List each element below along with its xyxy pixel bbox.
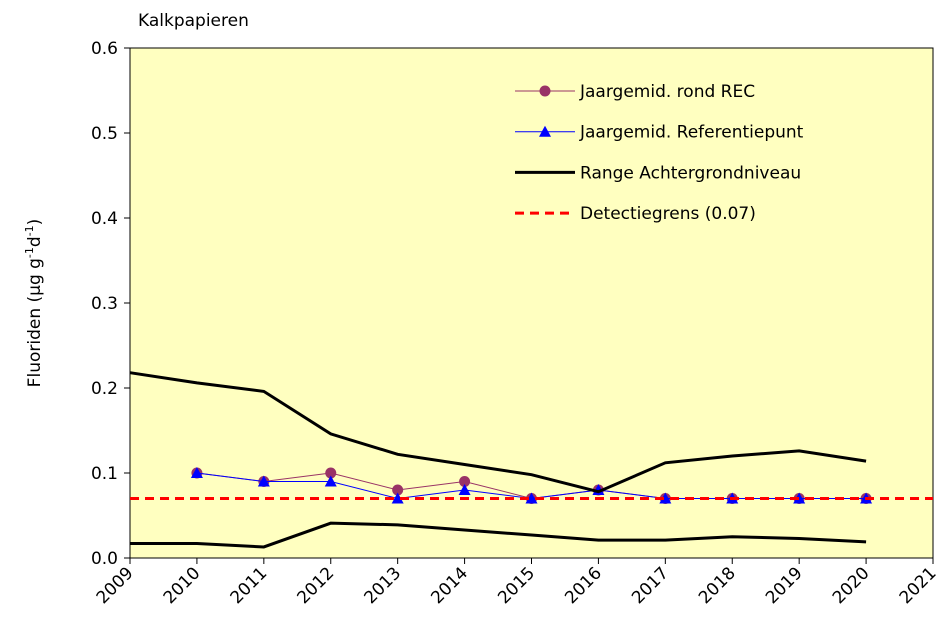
y-axis-label-part: -1: [23, 225, 36, 236]
x-tick-label: 2020: [829, 563, 874, 608]
marker: [324, 475, 337, 487]
marker: [525, 492, 538, 504]
x-tick-label: 2017: [628, 563, 673, 608]
y-axis-label-part: -1: [23, 247, 36, 258]
y-tick-label: 0.5: [91, 124, 118, 144]
x-tick-label: 2021: [896, 563, 937, 608]
y-tick-label: 0.3: [91, 294, 118, 314]
series-line: [129, 371, 867, 494]
legend-label: Jaargemid. Referentiepunt: [579, 123, 804, 143]
marker: [392, 484, 404, 496]
x-tick-label: 2015: [494, 563, 539, 608]
x-tick-label: 2010: [160, 563, 205, 608]
x-tick-label: 2018: [695, 563, 740, 608]
y-tick-label: 0.2: [91, 379, 118, 399]
x-tick-label: 2009: [93, 563, 138, 608]
y-tick-label: 0.1: [91, 464, 118, 484]
x-tick-label: 2014: [427, 563, 472, 608]
marker: [459, 476, 471, 487]
x-tick-label: 2012: [294, 563, 339, 608]
legend-label: Range Achtergrondniveau: [580, 163, 801, 183]
y-tick-label: 0.6: [91, 39, 118, 59]
y-axis-label-part: Fluoriden (µg g: [25, 258, 45, 387]
x-tick-label: 2013: [360, 563, 405, 608]
marker: [391, 492, 404, 504]
x-tick-label: 2019: [762, 563, 807, 608]
chart-title: Kalkpapieren: [138, 11, 249, 31]
marker: [325, 467, 337, 479]
series-line: [130, 521, 867, 549]
plot-area: [129, 47, 934, 559]
marker: [539, 85, 551, 97]
legend-label: Jaargemid. rond REC: [579, 82, 755, 102]
marker: [539, 125, 551, 137]
marker: [793, 492, 806, 504]
y-axis-label-part: d: [25, 236, 45, 247]
legend-label: Detectiegrens (0.07): [580, 204, 756, 224]
x-tick-label: 2011: [227, 563, 272, 608]
y-axis-label: Fluoriden (µg g-1d-1): [23, 219, 45, 388]
x-tick-label: 2016: [561, 563, 606, 608]
y-tick-label: 0.0: [91, 549, 118, 569]
marker: [458, 484, 471, 495]
marker: [659, 492, 672, 504]
marker: [190, 467, 203, 478]
y-tick-label: 0.4: [91, 209, 118, 229]
y-axis-label-part: ): [25, 219, 45, 226]
marker: [257, 475, 270, 487]
